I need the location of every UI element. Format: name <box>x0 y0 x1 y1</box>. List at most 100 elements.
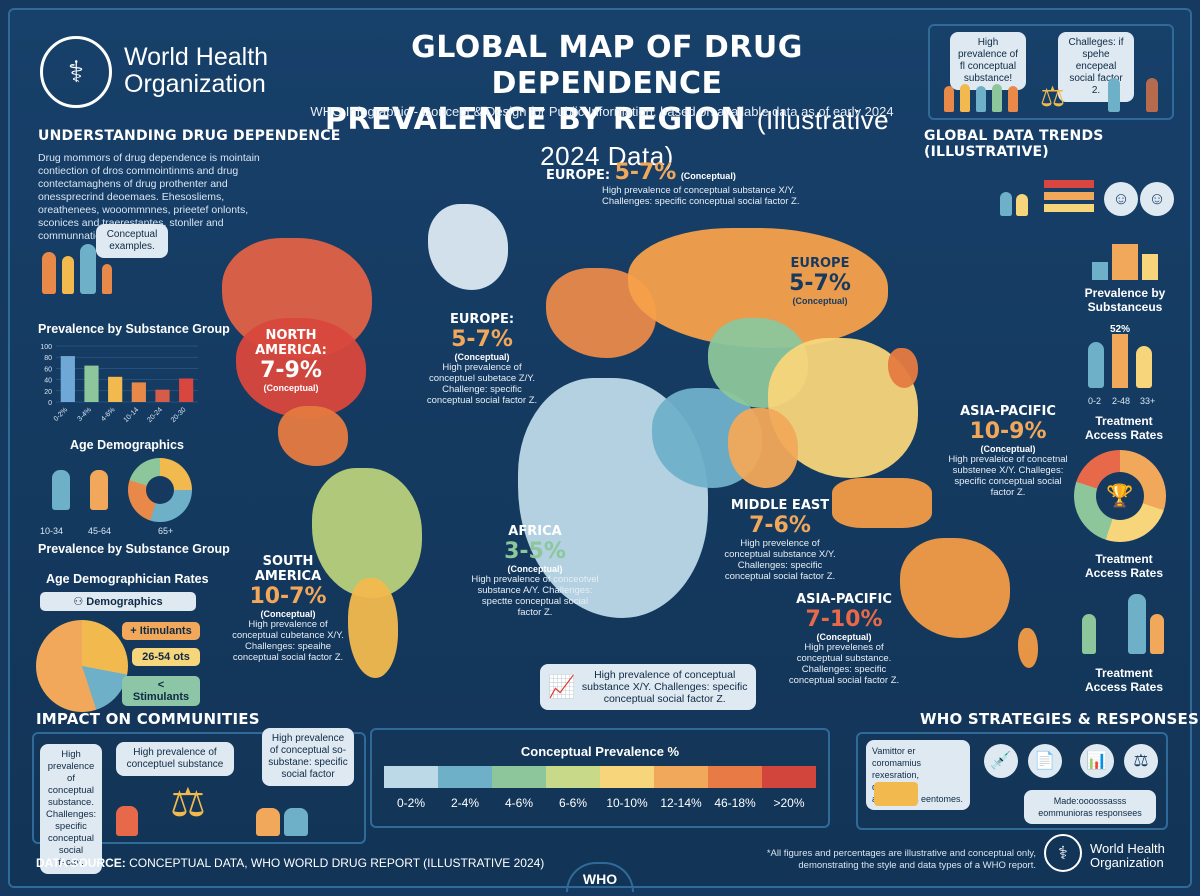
region-value: 5-7% <box>614 160 677 185</box>
header-bubble-left: High prevalence of fl conceptual substan… <box>950 32 1026 90</box>
trends-title: GLOBAL DATA TRENDS (ILLUSTRATIVE) <box>924 128 1104 160</box>
age-axis-3: 33+ <box>1140 396 1156 406</box>
legend-swatch <box>708 766 762 788</box>
age-demographics-title: Age Demographics <box>70 438 184 452</box>
trend-bar-1 <box>1044 180 1094 188</box>
new-zealand-region <box>1018 628 1038 668</box>
person-icon <box>1136 346 1152 388</box>
region-label-europe-russia: EUROPE 5-7% (Conceptual) <box>770 256 870 306</box>
y-tick-label: 100 <box>40 344 52 351</box>
doctor-icon: ☺ <box>1140 182 1174 216</box>
greenland-region <box>428 204 508 290</box>
region-name: EUROPE: <box>449 312 515 327</box>
region-conceptual: (Conceptual) <box>507 564 563 574</box>
legend-swatch <box>762 766 816 788</box>
footnote: *All figures and percentages are illustr… <box>766 848 1036 871</box>
region-value: 7-10% <box>805 607 883 632</box>
bar <box>108 376 123 402</box>
region-conceptual: (Conceptual) <box>263 383 319 393</box>
who-emblem-icon: ⚕ <box>40 36 112 108</box>
person-icon <box>80 244 96 294</box>
region-value: 5-7% <box>451 327 513 352</box>
age-bar <box>1112 334 1128 388</box>
bar <box>84 365 99 402</box>
title-line2-bold: PREVALENCE BY REGION <box>324 102 746 137</box>
y-tick-label: 0 <box>48 400 52 407</box>
podium-graphic <box>1092 236 1162 280</box>
person-icon <box>1008 86 1018 112</box>
region-desc: High prevelenes of conceptual substance.… <box>788 642 900 686</box>
trend-bar-2 <box>1044 192 1094 200</box>
central-america-region <box>278 406 348 466</box>
person-icon <box>1088 342 1104 388</box>
map-callout: 📈 High prevalence of conceptual substanc… <box>540 664 756 710</box>
page-title: GLOBAL MAP OF DRUG DEPENDENCE PREVALENCE… <box>292 30 922 174</box>
age-label-1: 10-34 <box>40 526 64 536</box>
legend-swatch <box>600 766 654 788</box>
footer-org-name: World Health Organization <box>1090 842 1165 870</box>
x-tick-label: 0-2% <box>53 406 70 423</box>
who-logo-text: World Health Organization <box>124 44 268 98</box>
legend-panel <box>370 728 830 828</box>
usa-region <box>236 318 366 418</box>
demographics-pill-label: Demographics <box>86 596 163 608</box>
prevalence-group-title: Prevalence by Substance Group <box>38 322 230 336</box>
legend-label: 12-14% <box>660 796 702 810</box>
scales-icon: ⚖ <box>1040 81 1066 112</box>
legend-swatch <box>438 766 492 788</box>
person-icon <box>960 84 970 112</box>
region-name: ASIA-PACIFIC <box>796 592 892 607</box>
header-illustration-panel <box>928 24 1174 120</box>
header-bubble-right: Challeges: if spehe encepeal social fact… <box>1058 32 1134 102</box>
y-tick-label: 20 <box>44 389 52 396</box>
demographic-pie-chart <box>36 620 128 712</box>
person-icon <box>284 808 308 836</box>
bar <box>179 378 194 402</box>
impact-title: IMPACT ON COMMUNITIES <box>36 710 260 728</box>
legend-label: >20% <box>773 796 805 810</box>
scales-icon: ⚖ <box>1124 744 1158 778</box>
region-label-europe-top: EUROPE: 5-7% (Conceptual) High prevalenc… <box>546 160 806 207</box>
percent-label: 52% <box>1110 324 1131 335</box>
legend-label: 46-18% <box>714 796 756 810</box>
legend-label: 2-4% <box>450 796 479 810</box>
syringe-icon: 💉 <box>984 744 1018 778</box>
data-source: DATA SOURCE: CONCEPTUAL DATA, WHO WORLD … <box>36 856 544 870</box>
meeting-icon <box>874 782 918 806</box>
understanding-text: Drug mommors of drug dependence is moint… <box>38 152 260 242</box>
person-icon <box>52 470 70 510</box>
region-value: 7-6% <box>749 513 811 538</box>
title-line2-light: (Illustrative 2024 Data) <box>540 105 890 171</box>
person-icon <box>256 808 280 836</box>
region-label-north-america: NORTH AMERICA: 7-9% (Conceptual) <box>248 328 334 393</box>
strategies-title: WHO STRATEGIES & RESPONSES <box>920 710 1200 728</box>
who-emblem-icon: ⚕ <box>1044 834 1082 872</box>
legend-label: 6-6% <box>558 796 587 810</box>
region-name: EUROPE: <box>546 168 611 183</box>
person-icon <box>62 256 74 294</box>
south-america-region <box>312 468 422 598</box>
prevalence-by-label: Prevalence by Substanceus <box>1084 286 1166 314</box>
strategies-panel <box>856 732 1168 830</box>
region-label-africa: AFRICA 3-5% (Conceptual) High prevalence… <box>470 524 600 618</box>
impact-bubble-1: High prevalence of conceptuel substance <box>116 742 234 776</box>
person-icon <box>992 84 1002 112</box>
southern-cone-region <box>348 578 398 678</box>
region-conceptual: (Conceptual) <box>260 609 316 619</box>
region-desc: High prevalence of conceptuel subetace Z… <box>426 362 538 406</box>
trend-chart-icon: 📈 <box>548 674 576 699</box>
region-name: ASIA-PACIFIC <box>960 404 1056 419</box>
region-conceptual: (Conceptual) <box>454 352 510 362</box>
person-icon <box>90 470 108 510</box>
pill-2: 26-54 ots <box>132 648 200 666</box>
person-icon <box>116 806 138 836</box>
prevalence-group-title-2: Prevalence by Substance Group <box>38 542 230 556</box>
region-name: MIDDLE EAST <box>730 498 830 513</box>
scales-icon: ⚖ <box>170 781 206 825</box>
region-value: 5-7% <box>789 271 851 296</box>
person-icon <box>1000 192 1012 216</box>
person-icon <box>1108 78 1120 112</box>
india-region <box>728 408 798 488</box>
person-icon <box>1082 614 1096 654</box>
trend-bar-3 <box>1044 204 1094 212</box>
